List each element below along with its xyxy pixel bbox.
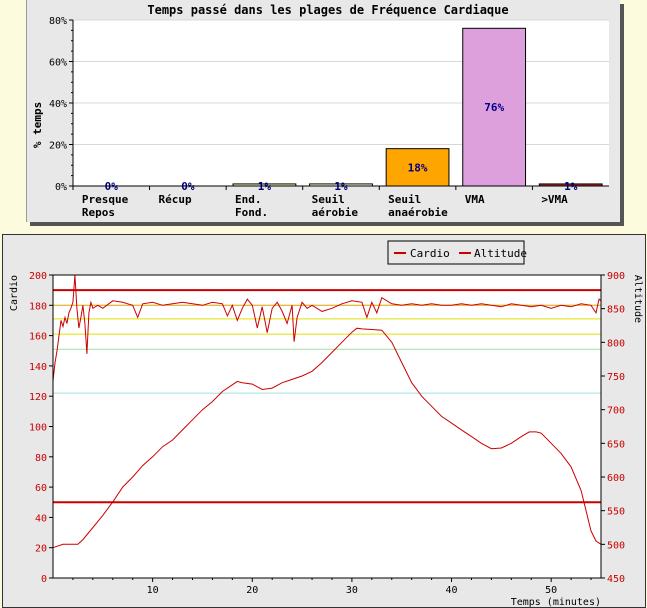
altitude-series-line xyxy=(52,327,602,549)
y2-tick-label: 550 xyxy=(607,507,625,518)
y-tick-label: 100 xyxy=(29,423,47,434)
y2-tick-label: 900 xyxy=(607,271,625,282)
x-tick-label: 30 xyxy=(346,585,358,596)
y2-tick-label: 750 xyxy=(607,372,625,383)
bar-category-label: End. xyxy=(235,193,262,206)
bar-y-tick-label: 60% xyxy=(49,58,67,69)
y2-tick-label: 650 xyxy=(607,439,625,450)
x-tick-label: 50 xyxy=(545,585,557,596)
bar-category-label: Presque xyxy=(82,193,129,206)
bar-y-tick-label: 40% xyxy=(49,99,67,110)
bar-category-label: aérobie xyxy=(312,206,359,219)
y2-tick-label: 850 xyxy=(607,305,625,316)
y2-tick-label: 600 xyxy=(607,473,625,484)
bar-chart: Temps passé dans les plages de Fréquence… xyxy=(31,3,609,219)
bar-category-label: Fond. xyxy=(235,206,268,219)
y-tick-label: 0 xyxy=(41,574,47,585)
bar-category-label: VMA xyxy=(465,193,485,206)
line-chart-panel: Cardio Altitude Temps (minutes) 0 20 40 60 8… xyxy=(2,234,646,608)
bar-category-label: Seuil xyxy=(312,193,345,206)
legend-box xyxy=(387,240,525,265)
bar xyxy=(385,148,450,187)
legend-label-cardio: Cardio xyxy=(410,247,450,260)
bar-chart-panel: Temps passé dans les plages de Fréquence… xyxy=(26,0,620,222)
bar-category-label: Seuil xyxy=(388,193,421,206)
line-chart: Cardio Altitude Temps (minutes) 0 20 40 60 8… xyxy=(9,240,643,607)
y-tick-label: 40 xyxy=(35,513,47,524)
y2-tick-label: 500 xyxy=(607,540,625,551)
line-chart-ylabel: Cardio xyxy=(9,275,20,311)
bar-y-tick-label: 0% xyxy=(55,182,67,193)
line-plot-frame xyxy=(52,274,602,579)
bar-chart-title: Temps passé dans les plages de Fréquence… xyxy=(147,3,508,17)
x-tick-label: 20 xyxy=(246,585,258,596)
bar-category-label: >VMA xyxy=(541,193,568,206)
bar-y-tick-label: 20% xyxy=(49,141,67,152)
line-chart-y2label: Altitude xyxy=(632,275,643,323)
x-tick-label: 40 xyxy=(446,585,458,596)
line-plot-area xyxy=(53,275,601,578)
y2-tick-label: 450 xyxy=(607,574,625,585)
bar-y-tick-label: 80% xyxy=(49,16,67,27)
y-tick-label: 160 xyxy=(29,332,47,343)
y-tick-label: 180 xyxy=(29,301,47,312)
line-chart-xlabel: Temps (minutes) xyxy=(511,597,601,607)
legend-label-altitude: Altitude xyxy=(474,247,527,260)
y2-tick-label: 700 xyxy=(607,406,625,417)
bar-category-label: Repos xyxy=(82,206,115,219)
bar-value-label: 76% xyxy=(484,101,504,114)
x-tick-label: 10 xyxy=(147,585,159,596)
bar-value-label: 18% xyxy=(408,161,428,174)
y-tick-label: 20 xyxy=(35,544,47,555)
y-tick-label: 120 xyxy=(29,392,47,403)
y-tick-label: 140 xyxy=(29,362,47,373)
y-tick-label: 80 xyxy=(35,453,47,464)
y-tick-label: 200 xyxy=(29,271,47,282)
bar-chart-ylabel: % temps xyxy=(31,102,44,148)
bar-category-label: Récup xyxy=(158,193,191,206)
y2-tick-label: 800 xyxy=(607,338,625,349)
legend: Cardio Altitude xyxy=(387,240,527,265)
bar-category-label: anaérobie xyxy=(388,206,448,219)
y-tick-label: 60 xyxy=(35,483,47,494)
cardio-series-line xyxy=(52,274,602,382)
bar xyxy=(462,27,527,187)
